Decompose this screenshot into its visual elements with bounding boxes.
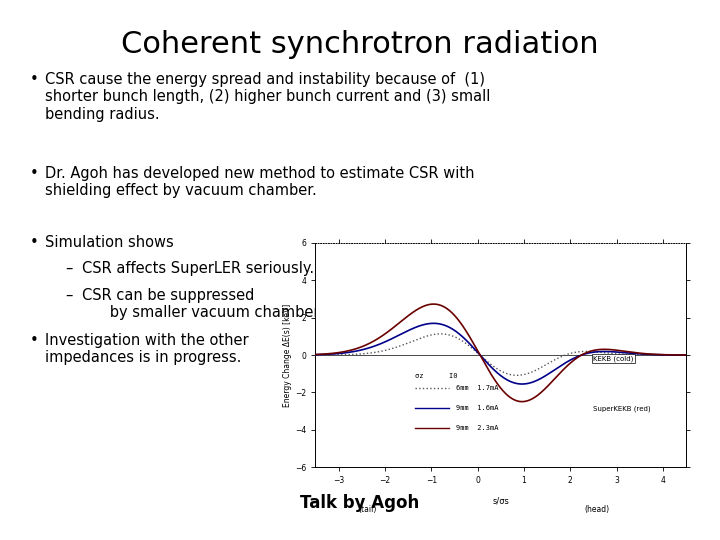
Text: 9mm  1.6mA: 9mm 1.6mA bbox=[456, 404, 499, 411]
Text: CSR can be suppressed
      by smaller vacuum chamber.: CSR can be suppressed by smaller vacuum … bbox=[82, 288, 323, 320]
Text: –: – bbox=[65, 261, 73, 276]
Y-axis label: Energy Change ΔE(s) [keV]: Energy Change ΔE(s) [keV] bbox=[283, 303, 292, 407]
Text: Coherent synchrotron radiation: Coherent synchrotron radiation bbox=[121, 30, 599, 59]
Text: s/σs: s/σs bbox=[492, 496, 509, 505]
Text: •: • bbox=[30, 72, 39, 87]
Text: Dr. Agoh has developed new method to estimate CSR with
shielding effect by vacuu: Dr. Agoh has developed new method to est… bbox=[45, 166, 474, 198]
Text: SuperKEKB (red): SuperKEKB (red) bbox=[593, 406, 651, 412]
Text: CSR cause the energy spread and instability because of  (1)
shorter bunch length: CSR cause the energy spread and instabil… bbox=[45, 72, 490, 122]
Text: •: • bbox=[30, 166, 39, 181]
Text: 6mm  1.7mA: 6mm 1.7mA bbox=[456, 384, 499, 390]
Text: (head): (head) bbox=[585, 505, 610, 514]
Text: •: • bbox=[30, 235, 39, 250]
Text: (tail): (tail) bbox=[358, 505, 377, 514]
Text: σz      I0: σz I0 bbox=[415, 373, 458, 379]
Text: –: – bbox=[65, 288, 73, 303]
Text: •: • bbox=[30, 333, 39, 348]
Text: KEKB (cold): KEKB (cold) bbox=[593, 355, 634, 362]
Text: Talk by Agoh: Talk by Agoh bbox=[300, 494, 420, 512]
Text: Investigation with the other
impedances is in progress.: Investigation with the other impedances … bbox=[45, 333, 248, 366]
Text: Simulation shows: Simulation shows bbox=[45, 235, 174, 250]
Text: CSR affects SuperLER seriously.: CSR affects SuperLER seriously. bbox=[82, 261, 314, 276]
Text: 9mm  2.3mA: 9mm 2.3mA bbox=[456, 425, 499, 431]
